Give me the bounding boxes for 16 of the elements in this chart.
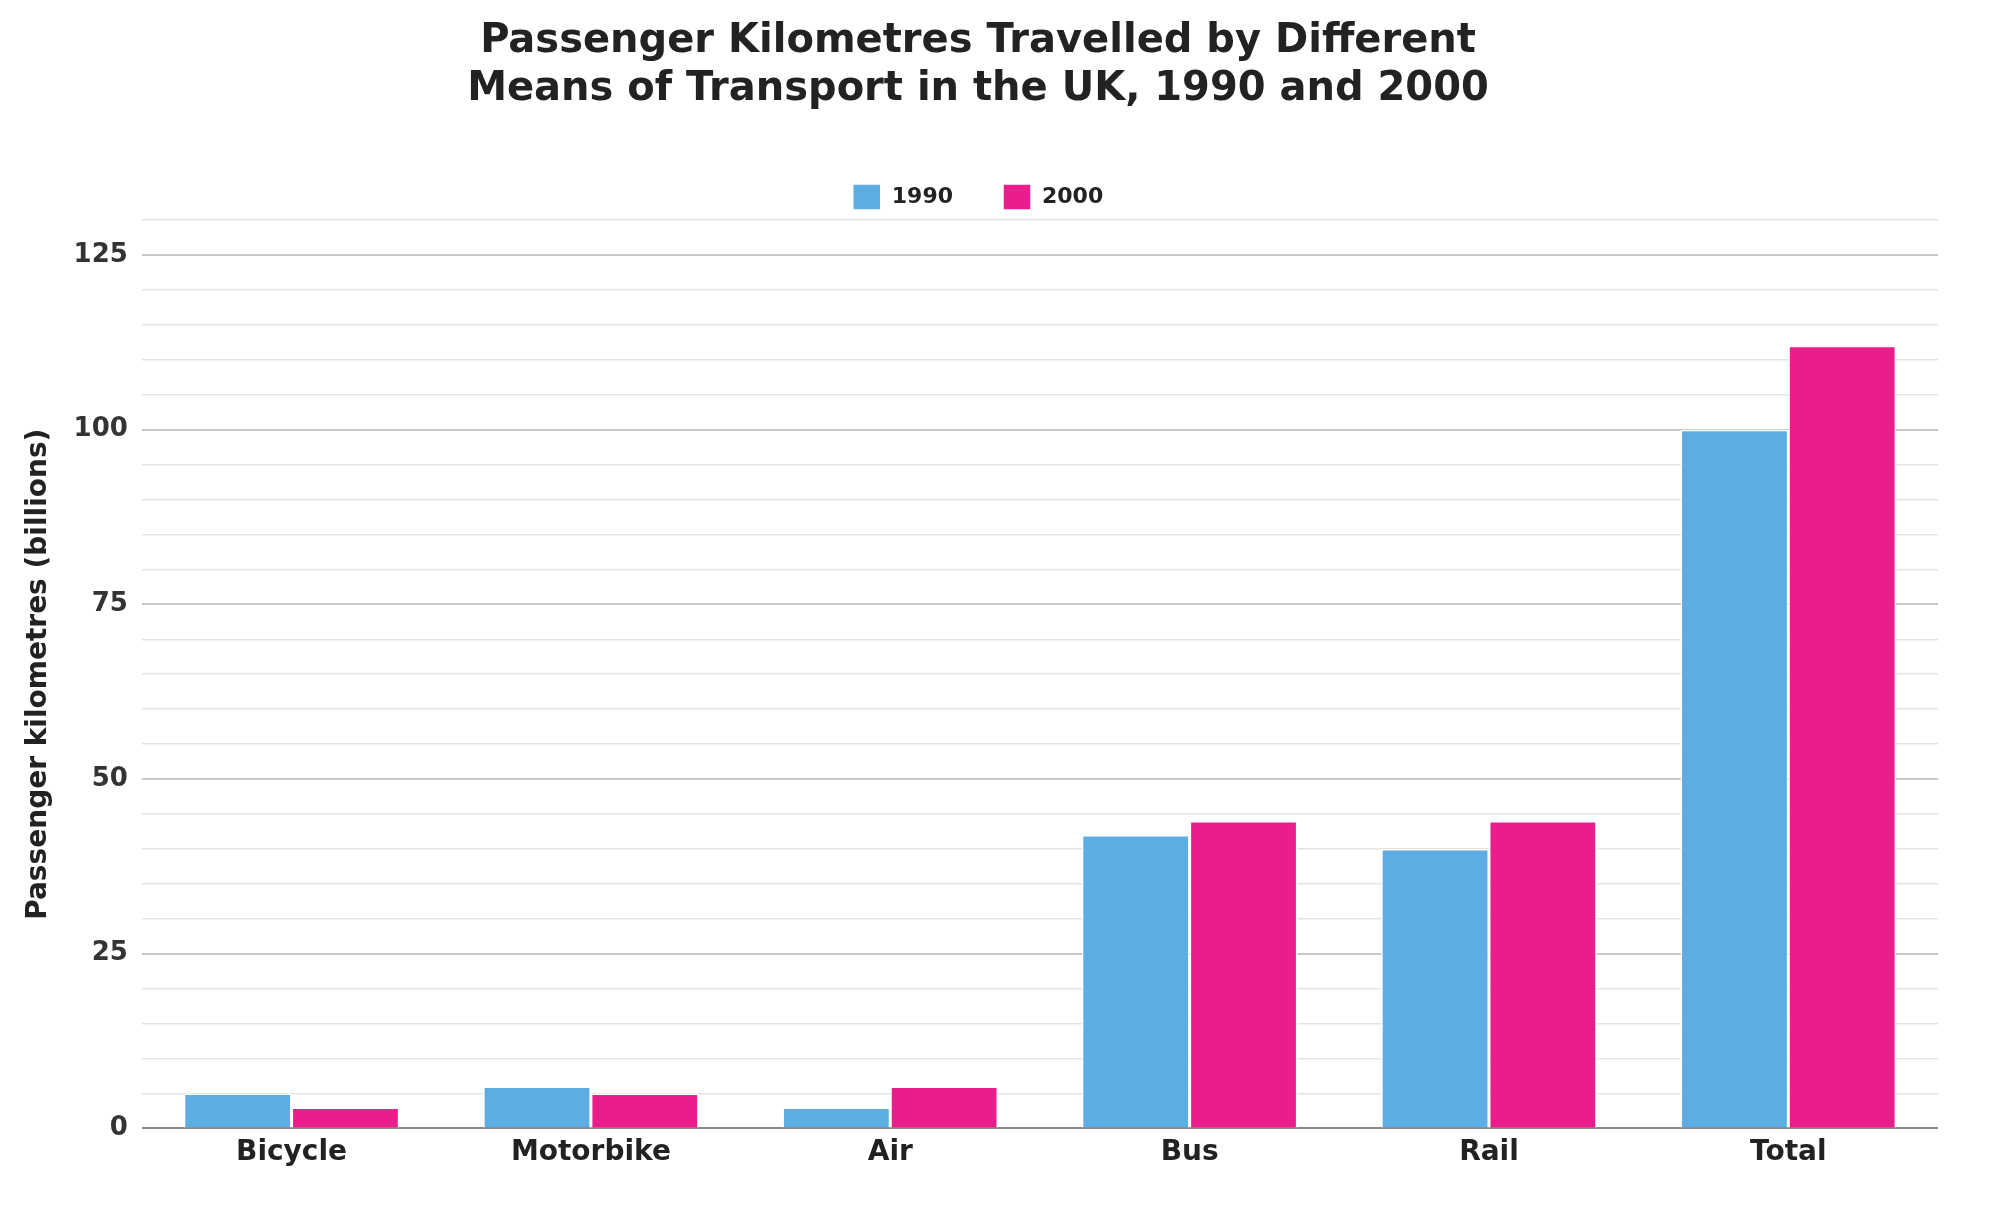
y-axis-title: Passenger kilometres (billions) [20,428,54,920]
x-tick-label: Bicycle [236,1134,348,1168]
y-tick-label: 25 [91,936,128,967]
y-tick-label: 75 [91,587,128,618]
legend-label: 1990 [891,182,953,208]
y-tick-label: 125 [73,237,128,268]
x-tick-label: Bus [1160,1134,1219,1168]
legend-label: 2000 [1042,182,1104,208]
y-tick-label: 100 [73,412,128,443]
x-tick-label: Rail [1459,1134,1519,1168]
x-tick-label: Motorbike [510,1134,671,1168]
x-tick-label: Air [867,1134,913,1168]
y-tick-label: 0 [109,1111,128,1142]
x-tick-label: Total [1750,1134,1827,1168]
chart-title: Passenger Kilometres Travelled by Different Means of Transport in the UK, 1990 and 2000 [467,15,1489,110]
y-tick-label: 50 [91,761,128,792]
